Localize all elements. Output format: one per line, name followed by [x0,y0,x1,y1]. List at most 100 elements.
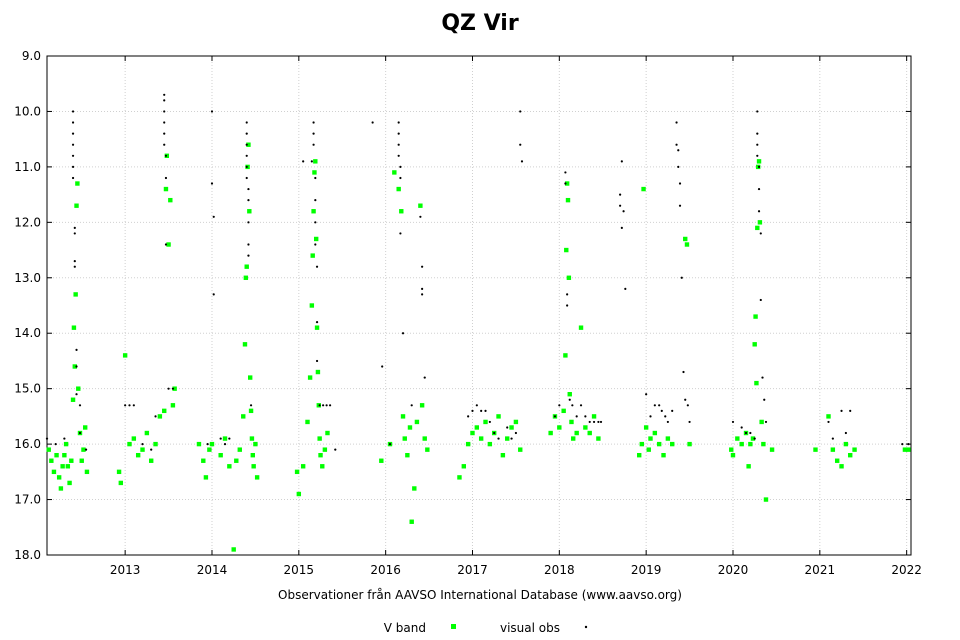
visual-obs-point [756,110,759,113]
v-band-point [71,325,77,330]
v-band-point [75,181,80,186]
v-band-point [735,436,740,441]
v-band-point [379,458,384,463]
v-band-point [122,353,128,358]
visual-obs-point [397,121,400,124]
y-tick-label: 10.0 [14,104,41,118]
v-band-point [318,453,323,458]
visual-obs-point [620,226,623,229]
v-band-point [69,458,74,463]
visual-obs-point [510,437,513,440]
v-band-point [307,375,313,380]
v-band-point [746,464,751,469]
v-band-point [813,447,818,452]
visual-obs-point [757,210,761,213]
visual-obs-point [314,176,317,180]
visual-obs-point [141,443,144,446]
visual-obs-point [84,448,88,451]
v-band-point [320,464,325,469]
legend: V band visual obs [384,621,588,635]
visual-obs-point [212,293,215,296]
visual-obs-point [63,437,66,440]
v-band-point [249,436,255,441]
visual-obs-point [677,149,680,152]
visual-obs-point [71,110,75,113]
visual-obs-point [566,293,569,296]
v-band-point [461,464,467,469]
v-band-point [848,453,853,458]
visual-obs-point [71,154,75,157]
visual-obs-point [397,143,400,146]
y-axis: 9.0 10.0 11.0 12.0 13.0 14.0 15.0 16.0 17.0 18.0 [14,49,911,562]
v-band-point [118,480,124,486]
v-band-point [656,441,662,447]
v-band-point [839,464,844,469]
v-band-point [84,469,90,475]
visual-obs-point [314,221,317,224]
visual-obs-point [247,254,250,257]
visual-obs-point [666,420,669,424]
v-band-point [756,159,762,164]
visual-obs-point [219,437,222,440]
v-band-point [247,209,252,214]
visual-obs-point [686,404,689,407]
v-band-point [396,186,401,192]
visual-obs-point [399,232,402,235]
visual-obs-point [128,404,131,407]
visual-obs-point [763,398,766,401]
y-tick-label: 14.0 [14,326,41,340]
visual-obs-point [840,409,843,412]
visual-obs-point [399,176,402,180]
visual-obs-point [247,221,250,224]
v-band-point [392,170,397,175]
visual-obs-point [132,404,135,407]
v-band-point [412,486,417,491]
v-band-point [509,425,514,430]
v-band-point [565,197,571,203]
x-axis-label: Observationer från AAVSO International D… [278,588,682,602]
visual-obs-point [682,370,685,374]
visual-obs-point [73,232,76,235]
x-tick-label: 2017 [457,563,488,577]
visual-obs-point [163,132,166,135]
v-band-point [830,447,836,452]
visual-obs-point [245,121,248,124]
visual-obs-point [497,437,500,440]
v-band-point [248,408,254,414]
v-band-point [752,342,757,347]
v-band-point [218,453,223,458]
visual-obs-point [757,187,761,191]
v-band-point [312,170,317,175]
visual-obs-point [164,154,168,157]
v-band-point [231,547,236,552]
visual-obs-point [150,448,153,451]
y-tick-label: 12.0 [14,215,41,229]
series-v-band [46,142,911,552]
v-band-point [234,458,239,463]
v-band-point [322,447,328,452]
visual-obs-point [475,404,478,407]
v-band-point [46,447,51,452]
visual-obs-point [212,215,215,218]
visual-obs-point [907,443,910,446]
v-band-point [419,403,425,408]
v-band-point [54,453,59,458]
visual-obs-point [334,448,337,451]
v-band-point [425,447,430,452]
visual-obs-point [397,154,400,157]
visual-obs-point [619,193,622,196]
v-band-point [201,458,206,463]
visual-obs-point [71,132,75,135]
v-band-point [247,375,253,380]
visual-obs-point [75,393,78,396]
visual-obs-point [571,404,574,407]
visual-obs-point [471,409,474,412]
visual-obs-point [245,143,248,146]
v-band-point [310,253,315,258]
visual-obs-point [210,110,214,113]
v-band-point [683,236,688,242]
visual-obs-point [302,160,305,163]
visual-obs-point [649,415,652,418]
visual-obs-point [315,321,319,324]
v-band-point [843,441,849,447]
